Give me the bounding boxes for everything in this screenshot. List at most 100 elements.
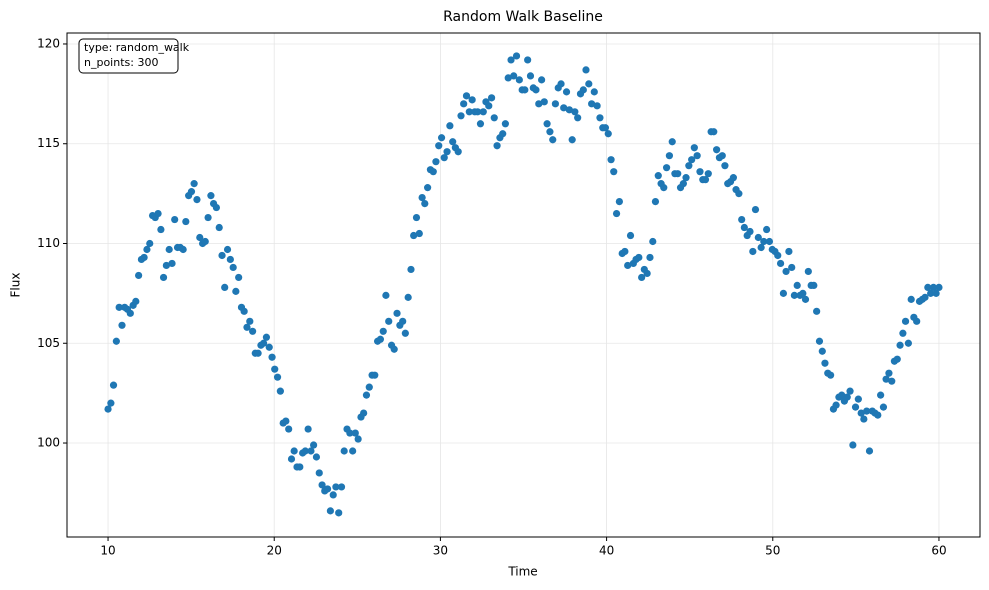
- point: [268, 353, 276, 361]
- point: [540, 98, 548, 106]
- point: [935, 283, 943, 291]
- point: [262, 333, 271, 341]
- point: [485, 102, 493, 110]
- chart-title: Random Walk Baseline: [443, 9, 603, 25]
- point: [524, 56, 532, 64]
- point: [560, 104, 568, 112]
- point: [751, 205, 760, 214]
- point: [285, 425, 293, 433]
- point: [259, 339, 268, 347]
- point: [857, 409, 865, 417]
- point: [827, 371, 835, 379]
- annotation: type: random_walk: [84, 41, 190, 54]
- y-tick-label: 110: [37, 236, 60, 250]
- point: [588, 100, 596, 108]
- point: [574, 114, 582, 122]
- point: [221, 283, 229, 291]
- point: [465, 108, 473, 116]
- point: [143, 245, 151, 254]
- point: [746, 227, 754, 236]
- point: [832, 401, 840, 409]
- point: [740, 223, 748, 232]
- point: [207, 192, 215, 200]
- point: [432, 158, 440, 166]
- point: [146, 239, 154, 248]
- point: [718, 152, 726, 160]
- y-tick-label: 120: [37, 36, 60, 50]
- plot-frame: [66, 32, 981, 538]
- point: [235, 273, 243, 282]
- point: [212, 203, 220, 212]
- point: [927, 289, 935, 297]
- point: [104, 405, 112, 413]
- point: [504, 74, 512, 82]
- point: [779, 289, 788, 297]
- point: [882, 375, 890, 383]
- point: [201, 237, 209, 246]
- point: [646, 253, 654, 262]
- point: [171, 215, 179, 224]
- point: [287, 455, 296, 463]
- point: [399, 317, 407, 325]
- point: [688, 156, 696, 164]
- point: [801, 295, 810, 303]
- point: [454, 148, 462, 156]
- point: [596, 114, 604, 122]
- point: [249, 327, 257, 335]
- point: [118, 321, 126, 329]
- point: [243, 323, 251, 331]
- point: [474, 108, 482, 116]
- point: [499, 130, 507, 138]
- x-tick-label: 50: [765, 544, 780, 558]
- point: [282, 417, 290, 425]
- point: [382, 291, 390, 299]
- y-tick-label: 115: [37, 136, 60, 150]
- point: [507, 56, 515, 64]
- point: [704, 170, 712, 178]
- point: [813, 307, 821, 315]
- point: [782, 267, 790, 276]
- point: [204, 213, 212, 222]
- point: [815, 337, 824, 345]
- point: [323, 485, 332, 493]
- point: [315, 469, 323, 477]
- point: [490, 114, 498, 122]
- point: [601, 124, 610, 132]
- point: [851, 403, 860, 411]
- point: [735, 190, 743, 198]
- x-tick-label: 10: [100, 544, 115, 558]
- point: [190, 180, 198, 188]
- point: [401, 329, 409, 337]
- point: [510, 72, 518, 80]
- point: [635, 253, 643, 262]
- point: [776, 259, 785, 268]
- point: [799, 289, 807, 297]
- points: [104, 52, 943, 517]
- point: [607, 156, 615, 164]
- point: [582, 66, 590, 74]
- point: [304, 425, 312, 433]
- point: [512, 52, 521, 60]
- point: [154, 209, 162, 218]
- point: [738, 215, 746, 224]
- point: [913, 317, 921, 325]
- point: [196, 233, 204, 242]
- point: [696, 168, 704, 176]
- point: [860, 415, 868, 423]
- point: [404, 293, 412, 301]
- point: [515, 76, 523, 84]
- point: [157, 225, 165, 234]
- point: [535, 100, 543, 108]
- point: [924, 283, 932, 291]
- point: [590, 88, 598, 96]
- point: [332, 483, 340, 491]
- point: [888, 377, 896, 385]
- point: [763, 225, 771, 234]
- point: [754, 233, 762, 242]
- point: [162, 261, 170, 270]
- point: [487, 94, 496, 102]
- point: [562, 88, 571, 96]
- point: [376, 335, 385, 343]
- point: [437, 134, 446, 142]
